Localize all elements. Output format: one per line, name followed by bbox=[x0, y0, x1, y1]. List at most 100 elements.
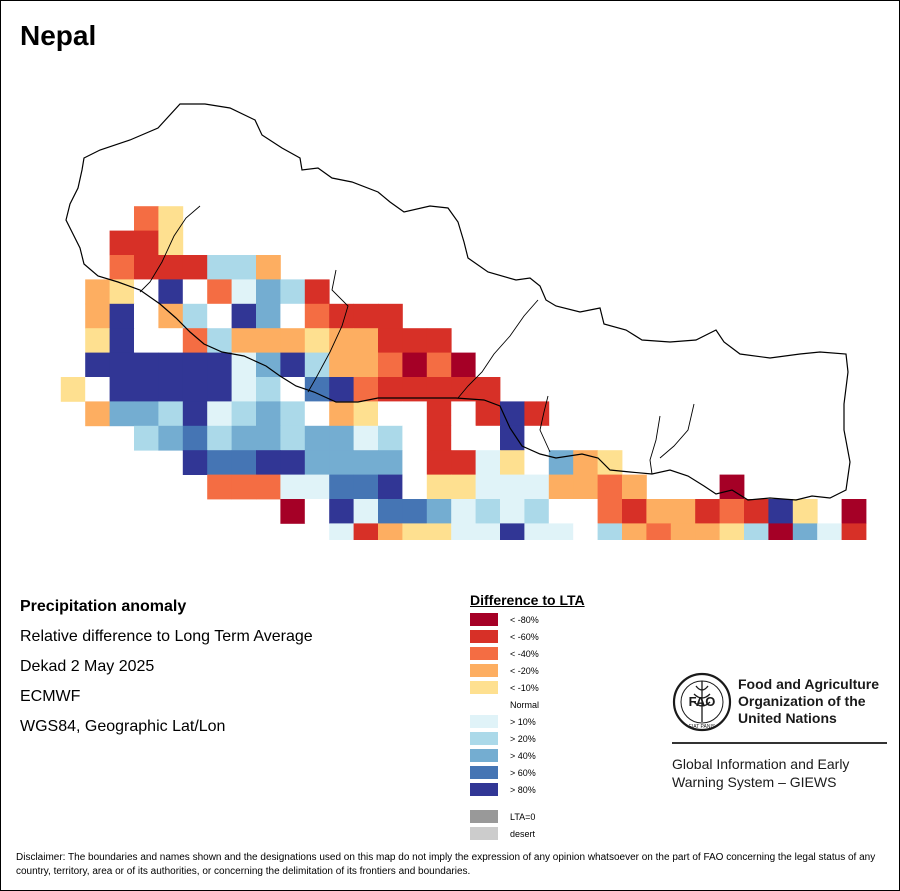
grid-cell bbox=[353, 474, 379, 500]
grid-cell bbox=[353, 401, 379, 427]
grid-cell bbox=[231, 401, 257, 427]
grid-cell bbox=[378, 352, 403, 378]
grid-cell bbox=[85, 279, 110, 305]
grid-cell bbox=[719, 523, 745, 540]
grid-cell bbox=[426, 328, 452, 353]
grid-cell bbox=[817, 523, 842, 540]
legend-label: > 10% bbox=[510, 716, 536, 727]
grid-cell bbox=[304, 401, 330, 427]
grid-cell bbox=[207, 474, 232, 500]
grid-cell bbox=[85, 303, 110, 329]
grid-cell bbox=[792, 523, 818, 540]
grid-cell bbox=[353, 352, 379, 378]
grid-cell bbox=[719, 499, 745, 524]
legend-label: > 20% bbox=[510, 733, 536, 744]
grid-cell bbox=[695, 499, 720, 524]
grid-cell bbox=[402, 352, 428, 378]
grid-cell bbox=[402, 474, 428, 500]
legend-normal-label: Normal bbox=[510, 700, 540, 710]
grid-cell bbox=[158, 328, 184, 353]
grid-cell bbox=[109, 352, 135, 378]
grid-cell bbox=[426, 425, 452, 451]
legend-label: < -60% bbox=[510, 631, 539, 642]
grid-cell bbox=[280, 328, 306, 353]
grid-cell bbox=[134, 255, 159, 280]
grid-cell bbox=[134, 206, 159, 231]
grid-cell bbox=[353, 303, 379, 329]
grid-cell bbox=[792, 499, 818, 524]
disclaimer: Disclaimer: The boundaries and names sho… bbox=[16, 852, 876, 877]
grid-cell bbox=[109, 328, 135, 353]
legend-item: < -80% bbox=[470, 613, 539, 626]
fao-divider bbox=[672, 742, 887, 744]
grid-cell bbox=[304, 499, 330, 524]
grid-cell bbox=[231, 255, 257, 280]
grid-cell bbox=[134, 303, 159, 329]
grid-cell bbox=[329, 474, 354, 500]
grid-cell bbox=[475, 499, 501, 524]
grid-cell bbox=[353, 377, 379, 402]
grid-cell bbox=[744, 523, 769, 540]
grid-cell bbox=[670, 523, 696, 540]
grid-cell bbox=[158, 303, 184, 329]
grid-cell bbox=[744, 499, 769, 524]
grid-cell bbox=[304, 425, 330, 451]
legend-swatch bbox=[470, 783, 498, 796]
info-description: Relative difference to Long Term Average bbox=[20, 628, 313, 645]
grid-cell bbox=[353, 450, 379, 475]
grid-cell bbox=[573, 474, 598, 500]
legend-item: desert bbox=[470, 827, 535, 840]
grid-cell bbox=[378, 499, 403, 524]
grid-cell bbox=[548, 499, 574, 524]
grid-cell bbox=[548, 450, 574, 475]
nepal-border bbox=[65, 103, 851, 501]
grid-cell bbox=[280, 279, 306, 305]
grid-cell bbox=[353, 425, 379, 451]
grid-cell bbox=[280, 303, 306, 329]
grid-cell bbox=[475, 474, 501, 500]
grid-cell bbox=[231, 303, 257, 329]
grid-cell bbox=[231, 328, 257, 353]
fao-emblem-letters: FAO bbox=[689, 694, 716, 709]
legend-label: > 40% bbox=[510, 750, 536, 761]
grid-cell bbox=[378, 425, 403, 451]
legend-label: > 80% bbox=[510, 784, 536, 795]
grid-cell bbox=[329, 401, 354, 427]
grid-cell bbox=[231, 279, 257, 305]
grid-cell bbox=[622, 523, 647, 540]
legend-label: < -20% bbox=[510, 665, 539, 676]
grid-cell bbox=[158, 279, 184, 305]
grid-cell bbox=[524, 474, 550, 500]
grid-cell bbox=[500, 523, 525, 540]
province-boundaries bbox=[139, 205, 695, 475]
grid-cell bbox=[670, 499, 696, 524]
grid-cell bbox=[256, 450, 281, 475]
grid-cell bbox=[402, 450, 428, 475]
anomaly-grid bbox=[60, 206, 867, 540]
grid-cell bbox=[85, 401, 110, 427]
legend-item: < -10% bbox=[470, 681, 539, 694]
legend-label: desert bbox=[510, 828, 536, 839]
grid-cell bbox=[573, 523, 598, 540]
grid-cell bbox=[573, 450, 598, 475]
grid-cell bbox=[207, 425, 232, 451]
grid-cell bbox=[256, 328, 281, 353]
grid-cell bbox=[134, 230, 159, 256]
grid-cell bbox=[134, 377, 159, 402]
grid-cell bbox=[207, 303, 232, 329]
grid-cell bbox=[548, 474, 574, 500]
grid-cell bbox=[597, 523, 623, 540]
legend-swatch bbox=[470, 827, 498, 840]
grid-cell bbox=[231, 474, 257, 500]
grid-cell bbox=[695, 523, 720, 540]
grid-cell bbox=[158, 401, 184, 427]
grid-cell bbox=[207, 255, 232, 280]
fao-emblem-icon: FAO FIAT PANIS bbox=[672, 672, 732, 732]
grid-cell bbox=[182, 279, 208, 305]
grid-cell bbox=[134, 328, 159, 353]
anomaly-map bbox=[60, 103, 867, 540]
grid-cell bbox=[426, 499, 452, 524]
grid-cell bbox=[109, 230, 135, 256]
legend-label: < -40% bbox=[510, 648, 539, 659]
grid-cell bbox=[426, 401, 452, 427]
